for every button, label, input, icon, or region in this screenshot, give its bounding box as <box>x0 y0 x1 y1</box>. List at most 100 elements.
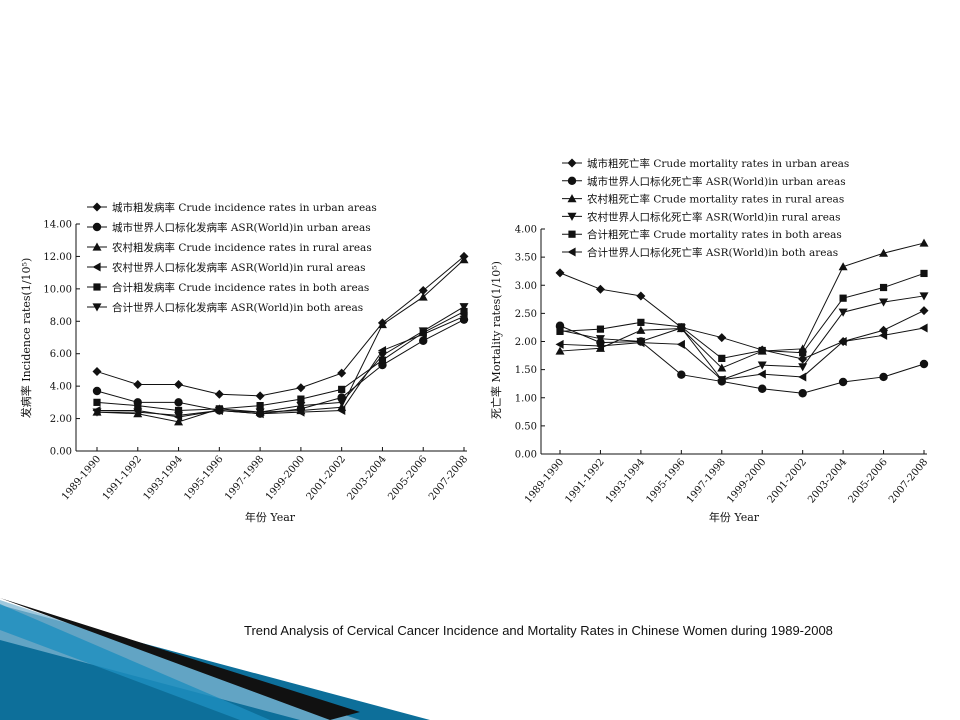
legend-marker <box>567 176 577 185</box>
data-point <box>919 359 929 369</box>
legend-marker <box>567 212 577 221</box>
data-point <box>595 284 605 294</box>
legend-marker <box>567 247 576 257</box>
data-point <box>133 408 143 417</box>
data-point <box>919 323 928 333</box>
series-line <box>96 259 465 423</box>
y-tick-label: 2.00 <box>50 414 72 425</box>
y-tick-label: 14.00 <box>43 220 72 231</box>
data-point <box>717 363 727 372</box>
y-tick-label: 6.00 <box>50 349 72 360</box>
series-line <box>559 295 925 381</box>
incidence-series-0 <box>92 251 469 401</box>
data-point <box>338 385 346 393</box>
data-point <box>296 407 305 417</box>
data-point <box>919 306 929 316</box>
data-point <box>919 292 929 301</box>
data-point <box>879 248 889 257</box>
y-tick-label: 12.00 <box>43 252 72 263</box>
x-tick-label: 1989-1990 <box>60 454 103 503</box>
y-axis-label: 死亡率 Mortality rates(1/10⁵) <box>489 261 503 419</box>
series-line <box>559 327 925 381</box>
data-point <box>459 303 469 312</box>
legend-marker <box>92 202 102 212</box>
data-point <box>92 386 102 396</box>
data-point <box>879 283 888 292</box>
data-point <box>919 238 929 247</box>
y-tick-label: 3.50 <box>515 253 537 264</box>
data-point <box>214 406 224 415</box>
data-point <box>377 351 387 360</box>
data-point <box>595 341 605 351</box>
y-tick-label: 3.00 <box>515 281 537 292</box>
data-point <box>636 291 646 301</box>
data-point <box>920 269 928 278</box>
data-point <box>637 318 645 326</box>
series-line <box>96 311 465 411</box>
y-tick-label: 10.00 <box>43 284 72 295</box>
data-point <box>174 406 183 415</box>
x-tick-label: 2001-2002 <box>305 454 348 503</box>
data-point <box>555 339 564 349</box>
legend-label: 合计世界人口标化发病率 ASR(World)in both areas <box>112 301 363 314</box>
data-point <box>839 294 847 302</box>
legend-label: 城市世界人口标化发病率 ASR(World)in urban areas <box>112 221 371 234</box>
data-point <box>174 417 184 426</box>
legend-label: 城市世界人口标化死亡率 ASR(World)in urban areas <box>587 175 846 188</box>
legend-item: 农村粗发病率 Crude incidence rates in rural ar… <box>87 241 372 254</box>
data-point <box>93 398 101 406</box>
data-point <box>879 372 888 382</box>
data-point <box>757 369 766 379</box>
data-point <box>174 411 184 420</box>
x-tick-label: 1993-1994 <box>142 454 185 503</box>
x-tick-label: 1995-1996 <box>182 454 225 503</box>
x-tick-label: 1999-2000 <box>725 457 768 506</box>
data-point <box>418 285 428 295</box>
x-tick-label: 2003-2004 <box>806 457 849 506</box>
legend-marker <box>92 222 102 232</box>
data-point <box>595 335 605 344</box>
data-point <box>758 384 767 393</box>
legend-item: 城市世界人口标化死亡率 ASR(World)in urban areas <box>562 175 846 188</box>
x-tick-label: 1991-1992 <box>563 457 606 506</box>
data-point <box>296 383 306 393</box>
legend-item: 城市世界人口标化发病率 ASR(World)in urban areas <box>87 221 371 234</box>
data-point <box>636 325 646 334</box>
data-point <box>555 268 565 278</box>
data-point <box>717 375 726 385</box>
x-tick-label: 2001-2002 <box>766 457 809 506</box>
mortality-series-3 <box>555 292 929 385</box>
y-tick-label: 0.00 <box>515 450 537 461</box>
y-tick-label: 2.50 <box>515 309 537 320</box>
x-tick-label: 1997-1998 <box>223 454 266 503</box>
series-line <box>96 319 465 415</box>
x-tick-label: 2007-2008 <box>887 457 930 506</box>
incidence-chart: 0.00 2.00 4.00 6.00 8.00 10.00 12.00 14.00 1989-… <box>19 201 470 524</box>
x-tick-label: 1991-1992 <box>101 454 144 503</box>
series-line <box>96 256 465 397</box>
x-tick-label: 1989-1990 <box>523 457 566 506</box>
data-point <box>92 408 102 417</box>
legend-item: 合计世界人口标化死亡率 ASR(World)in both areas <box>562 246 838 259</box>
legend-item: 农村世界人口标化发病率 ASR(World)in rural areas <box>87 261 366 274</box>
legend-item: 城市粗死亡率 Crude mortality rates in urban ar… <box>562 157 849 170</box>
legend-marker <box>92 262 101 272</box>
legend-item: 合计世界人口标化发病率 ASR(World)in both areas <box>87 301 363 314</box>
series-line <box>559 325 925 394</box>
mortality-chart: 0.00 0.50 1.00 1.50 2.00 2.50 3.00 3.50 4.00 1989… <box>489 157 930 524</box>
legend-label: 合计世界人口标化死亡率 ASR(World)in both areas <box>587 246 838 259</box>
legend-item: 合计粗死亡率 Crude mortality rates in both are… <box>562 228 842 241</box>
data-point <box>879 298 889 307</box>
data-point <box>677 323 685 331</box>
data-point <box>798 363 808 372</box>
data-point <box>174 398 183 407</box>
data-point <box>717 333 727 343</box>
series-line <box>559 242 925 369</box>
data-point <box>337 405 346 415</box>
series-line <box>97 306 465 416</box>
y-tick-label: 1.50 <box>515 365 537 376</box>
data-point <box>255 408 265 417</box>
data-point <box>798 354 808 364</box>
legend-marker <box>567 194 577 203</box>
